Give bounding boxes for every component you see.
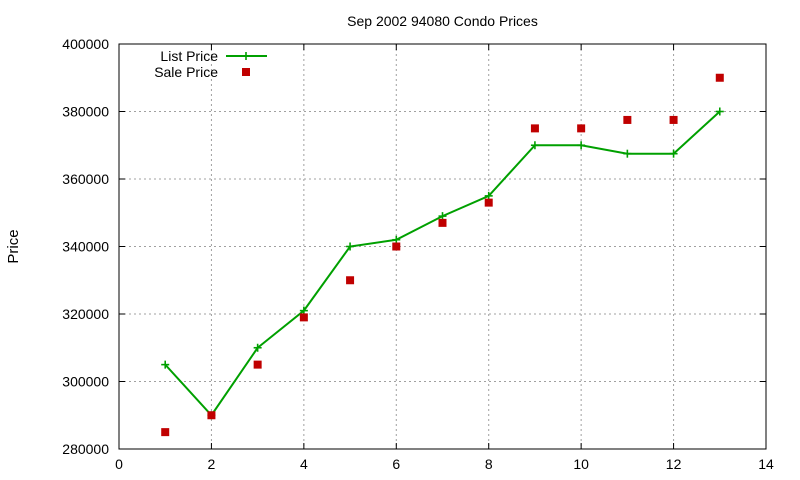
y-tick-label: 320000 [62,306,109,322]
legend-square-swatch [242,68,250,76]
chart-title: Sep 2002 94080 Condo Prices [347,13,538,29]
list-price-point [392,235,401,244]
x-tick-label: 12 [666,456,682,472]
list-price-point [299,306,308,315]
x-tick-label: 8 [485,456,493,472]
list-price-point [161,360,170,369]
list-price-point [484,191,493,200]
sale-price-point [253,360,262,369]
sale-price-point [392,242,401,251]
plot-frame [118,43,767,450]
sale-price-point [577,124,586,133]
sale-price-point [484,198,493,207]
grid [119,44,766,449]
sale-price-point [715,73,724,82]
list-price-line [164,110,721,417]
sale-price-point [299,313,308,322]
sale-price-point [207,411,216,420]
x-tick-label: 4 [300,456,308,472]
y-tick-label: 340000 [62,239,109,255]
y-tick-label: 400000 [62,36,109,52]
x-tick-label: 6 [392,456,400,472]
list-price-point [715,107,724,116]
x-tick-label: 10 [573,456,589,472]
list-price-point [623,149,632,158]
list-price-point [438,212,447,221]
y-tick-label: 360000 [62,171,109,187]
y-axis-label: Price [5,229,22,263]
legend-item: List Price [160,48,267,64]
legend-label: List Price [160,48,218,64]
sale-price-point [161,428,170,437]
list-price-point [669,149,678,158]
y-tick-label: 300000 [62,374,109,390]
legend-item: Sale Price [154,64,250,80]
list-price-point [346,242,355,251]
list-price-point [530,141,539,150]
legend-plus-marker [242,52,250,60]
x-tick-label: 14 [758,456,774,472]
axis-ticks: 0 2 4 6 8 10 12 14 280000 300000 320000 340000 36000… [62,36,774,472]
sale-price-point [623,115,632,124]
series-sale-price [161,73,724,437]
sale-price-point [346,276,355,285]
x-tick-label: 0 [115,456,123,472]
series-list-price [161,107,724,420]
list-price-point [253,343,262,352]
series-layer [161,73,724,437]
sale-price-point [669,115,678,124]
list-price-point [577,141,586,150]
sale-price-point [530,124,539,133]
x-tick-label: 2 [208,456,216,472]
y-tick-label: 280000 [62,441,109,457]
legend-label: Sale Price [154,64,218,80]
y-tick-label: 380000 [62,104,109,120]
sale-price-point [438,218,447,227]
